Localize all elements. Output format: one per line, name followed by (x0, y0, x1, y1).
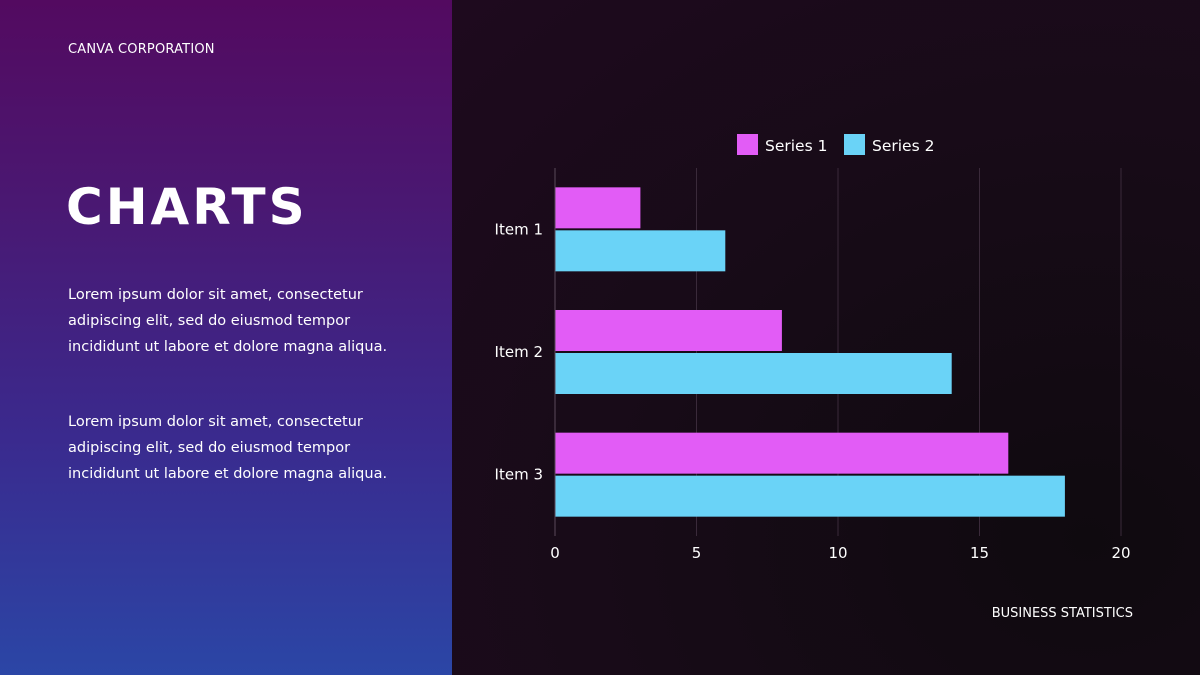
chart-gridlines (554, 168, 1122, 536)
footer-label: BUSINESS STATISTICS (991, 606, 1133, 621)
chart-category-labels: Item 1 Item 2 Item 3 (495, 220, 543, 483)
left-panel (0, 0, 452, 675)
chart-tick-labels: 0 5 10 15 20 (550, 544, 1130, 562)
x-tick-label: 5 (692, 544, 702, 562)
bar-2 (555, 230, 726, 272)
legend-label-2: Series 2 (872, 137, 934, 155)
body-paragraph-2: Lorem ipsum dolor sit amet, consectetur … (68, 414, 388, 482)
chart-legend: Series 1 Series 2 (737, 134, 934, 155)
legend-swatch-1 (737, 134, 758, 155)
page-title: CHARTS (66, 178, 308, 236)
body-paragraph-1: Lorem ipsum dolor sit amet, consectetur … (68, 287, 388, 355)
bar-2 (555, 475, 1065, 517)
bar-1 (555, 187, 641, 229)
chart-bars (555, 187, 1065, 517)
legend-swatch-2 (844, 134, 865, 155)
company-name: CANVA CORPORATION (68, 42, 215, 57)
category-label: Item 3 (495, 466, 543, 484)
x-tick-label: 0 (550, 544, 560, 562)
bar-2 (555, 353, 952, 394)
bar-1 (555, 432, 1009, 474)
category-label: Item 2 (495, 343, 543, 361)
bar-1 (555, 310, 782, 351)
legend-label-1: Series 1 (765, 137, 827, 155)
x-tick-label: 20 (1111, 544, 1130, 562)
category-label: Item 1 (495, 220, 543, 238)
x-tick-label: 10 (828, 544, 847, 562)
x-tick-label: 15 (970, 544, 989, 562)
